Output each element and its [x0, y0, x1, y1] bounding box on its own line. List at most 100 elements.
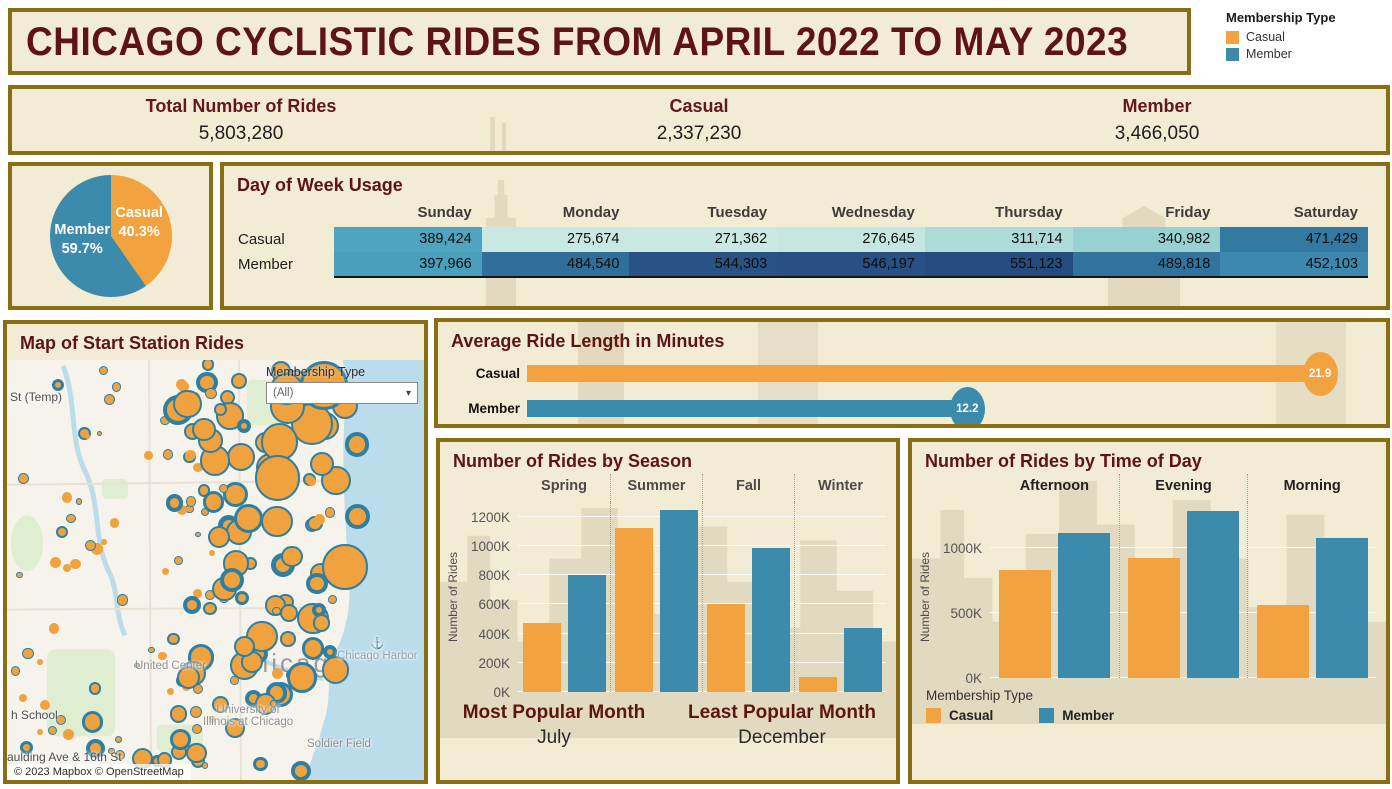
station-bubble[interactable] — [286, 662, 318, 694]
station-bubble[interactable] — [81, 711, 104, 733]
station-bubble[interactable] — [99, 366, 109, 376]
station-bubble[interactable] — [192, 723, 203, 734]
station-bubble[interactable] — [190, 706, 203, 718]
station-bubble[interactable] — [254, 455, 301, 501]
tod-legend-item-casual[interactable]: Casual — [926, 708, 993, 723]
station-bubble[interactable] — [97, 431, 103, 437]
station-bubble[interactable] — [272, 606, 281, 616]
station-bubble[interactable] — [134, 662, 141, 669]
station-bubble[interactable] — [20, 741, 34, 755]
station-bubble[interactable] — [226, 443, 255, 472]
cell-member-wednesday[interactable]: 546,197 — [777, 252, 925, 278]
station-bubble[interactable] — [176, 378, 187, 390]
station-bubble[interactable] — [344, 503, 371, 530]
start-station-map[interactable]: Chicago St (Temp) United Center ⚓ Chicag… — [7, 360, 424, 780]
station-bubble[interactable] — [253, 756, 268, 772]
station-bubble[interactable] — [18, 693, 27, 702]
station-bubble[interactable] — [321, 544, 368, 590]
station-bubble[interactable] — [220, 568, 245, 593]
cell-casual-friday[interactable]: 340,982 — [1072, 227, 1221, 252]
station-bubble[interactable] — [112, 382, 122, 392]
station-bubble[interactable] — [272, 668, 283, 680]
station-bubble[interactable] — [63, 729, 74, 740]
station-bubble[interactable] — [62, 564, 71, 573]
cell-casual-sunday[interactable]: 389,424 — [334, 227, 482, 252]
station-bubble[interactable] — [55, 715, 66, 726]
station-bubble[interactable] — [22, 647, 34, 660]
bar-casual-morning[interactable] — [1256, 605, 1309, 678]
station-bubble[interactable] — [233, 636, 255, 658]
station-bubble[interactable] — [158, 651, 167, 661]
legend-item-casual[interactable]: Casual — [1226, 30, 1386, 44]
cell-casual-tuesday[interactable]: 271,362 — [629, 227, 778, 252]
station-bubble[interactable] — [173, 389, 202, 419]
station-bubble[interactable] — [114, 736, 122, 744]
station-bubble[interactable] — [291, 761, 311, 780]
station-bubble[interactable] — [177, 665, 201, 689]
bar-casual-winter[interactable] — [799, 676, 837, 692]
bar-member-afternoon[interactable] — [1057, 533, 1110, 678]
cell-member-tuesday[interactable]: 544,303 — [629, 252, 778, 278]
station-bubble[interactable] — [213, 403, 227, 416]
bar-casual-summer[interactable] — [615, 527, 653, 692]
station-bubble[interactable] — [236, 419, 251, 434]
cell-member-monday[interactable]: 484,540 — [481, 252, 630, 278]
bar-member-fall[interactable] — [752, 548, 790, 692]
membership-type-dropdown[interactable]: (All) ▾ — [266, 382, 418, 404]
avg-value-badge-casual[interactable]: 21.9 — [1302, 351, 1338, 396]
bar-casual-spring[interactable] — [522, 623, 561, 692]
station-bubble[interactable] — [306, 572, 328, 595]
station-bubble[interactable] — [108, 747, 115, 755]
station-bubble[interactable] — [195, 531, 201, 537]
cell-casual-thursday[interactable]: 311,714 — [924, 227, 1073, 252]
bar-member-evening[interactable] — [1186, 511, 1239, 678]
station-bubble[interactable] — [279, 603, 298, 622]
station-bubble[interactable] — [39, 699, 50, 710]
station-bubble[interactable] — [85, 739, 105, 759]
station-bubble[interactable] — [162, 567, 170, 576]
station-bubble[interactable] — [344, 432, 370, 457]
station-bubble[interactable] — [103, 394, 115, 406]
station-bubble[interactable] — [312, 614, 331, 633]
station-bubble[interactable] — [47, 725, 58, 736]
cell-member-friday[interactable]: 489,818 — [1072, 252, 1221, 278]
station-bubble[interactable] — [17, 472, 30, 485]
station-bubble[interactable] — [261, 505, 293, 538]
avg-value-badge-member[interactable]: 12.2 — [949, 386, 985, 424]
station-bubble[interactable] — [51, 379, 65, 392]
bar-casual-evening[interactable] — [1127, 558, 1180, 678]
station-bubble[interactable] — [202, 762, 209, 769]
station-bubble[interactable] — [313, 514, 325, 525]
station-bubble[interactable] — [185, 449, 196, 461]
station-bubble[interactable] — [224, 717, 246, 739]
station-bubble[interactable] — [324, 507, 336, 519]
station-bubble[interactable] — [170, 729, 192, 750]
station-bubble[interactable] — [66, 513, 76, 524]
station-bubble[interactable] — [230, 560, 242, 573]
station-bubble[interactable] — [148, 646, 155, 654]
station-bubble[interactable] — [207, 525, 230, 548]
station-bubble[interactable] — [209, 549, 216, 557]
station-bubble[interactable] — [231, 372, 247, 389]
station-bubble[interactable] — [280, 631, 296, 647]
station-bubble[interactable] — [84, 433, 90, 440]
station-bubble[interactable] — [101, 539, 107, 545]
station-bubble[interactable] — [75, 498, 83, 505]
legend-item-member[interactable]: Member — [1226, 47, 1386, 61]
station-bubble[interactable] — [211, 695, 229, 713]
station-bubble[interactable] — [230, 676, 239, 685]
station-bubble[interactable] — [70, 558, 81, 570]
cell-member-saturday[interactable]: 452,103 — [1220, 252, 1368, 278]
station-bubble[interactable] — [192, 588, 202, 598]
station-bubble[interactable] — [114, 749, 126, 761]
station-bubble[interactable] — [277, 521, 288, 532]
station-bubble[interactable] — [309, 451, 335, 477]
cell-member-sunday[interactable]: 397,966 — [334, 252, 482, 278]
station-bubble[interactable] — [281, 546, 303, 568]
bar-member-winter[interactable] — [844, 628, 882, 692]
station-bubble[interactable] — [109, 518, 119, 528]
station-bubble[interactable] — [260, 423, 299, 461]
station-bubble[interactable] — [269, 699, 277, 707]
station-bubble[interactable] — [48, 623, 60, 635]
bar-member-spring[interactable] — [567, 575, 606, 692]
